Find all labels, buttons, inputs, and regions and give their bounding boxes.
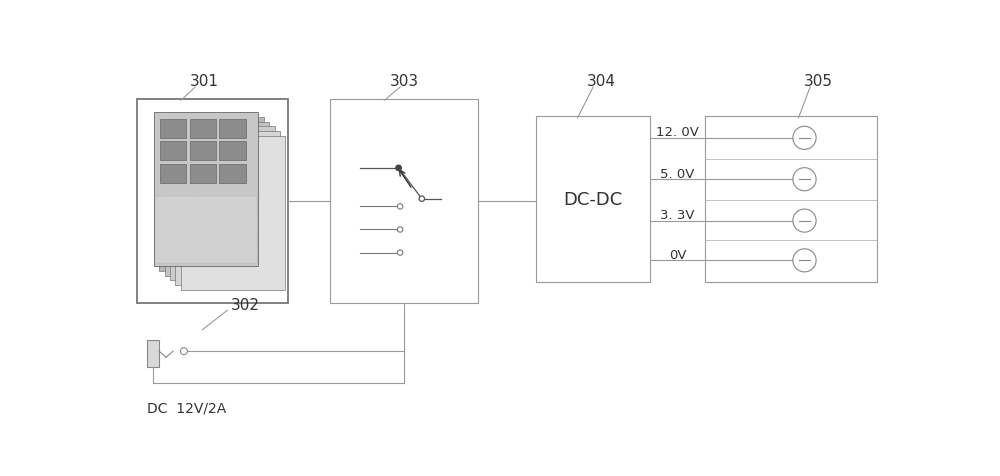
Circle shape (793, 127, 816, 150)
Bar (181, 136, 285, 290)
Text: 0V: 0V (669, 248, 686, 261)
Text: DC-DC: DC-DC (563, 191, 623, 208)
Circle shape (793, 169, 816, 191)
Circle shape (180, 348, 187, 355)
Bar (190, 165, 216, 184)
Circle shape (396, 166, 401, 171)
Circle shape (397, 250, 403, 256)
Text: 12. 0V: 12. 0V (656, 126, 699, 139)
Bar (165, 122, 269, 276)
Text: DC  12V/2A: DC 12V/2A (147, 400, 226, 415)
Bar (219, 142, 246, 161)
Circle shape (419, 197, 425, 202)
Circle shape (397, 228, 403, 233)
Bar (160, 119, 186, 139)
Bar (190, 119, 216, 139)
Bar (705, 117, 877, 282)
Bar (160, 142, 186, 161)
Text: 302: 302 (231, 297, 260, 312)
Bar (154, 113, 258, 267)
Bar (147, 340, 159, 367)
Bar (175, 132, 280, 285)
Bar (219, 119, 246, 139)
Text: 304: 304 (586, 74, 615, 89)
Bar (190, 142, 216, 161)
Text: 3. 3V: 3. 3V (660, 208, 695, 221)
Text: 301: 301 (190, 74, 219, 89)
Bar (137, 99, 288, 303)
Bar (330, 99, 478, 303)
Text: 3.7V: 3.7V (189, 226, 223, 240)
Bar (159, 118, 264, 271)
Bar (170, 127, 275, 281)
Circle shape (397, 204, 403, 209)
Bar (160, 165, 186, 184)
Bar (154, 113, 258, 267)
Bar (155, 197, 257, 263)
Text: 305: 305 (803, 74, 832, 89)
Circle shape (793, 209, 816, 233)
Circle shape (793, 249, 816, 272)
Bar (536, 117, 650, 282)
Bar (219, 165, 246, 184)
Text: 5. 0V: 5. 0V (660, 167, 695, 180)
Text: 303: 303 (389, 74, 419, 89)
